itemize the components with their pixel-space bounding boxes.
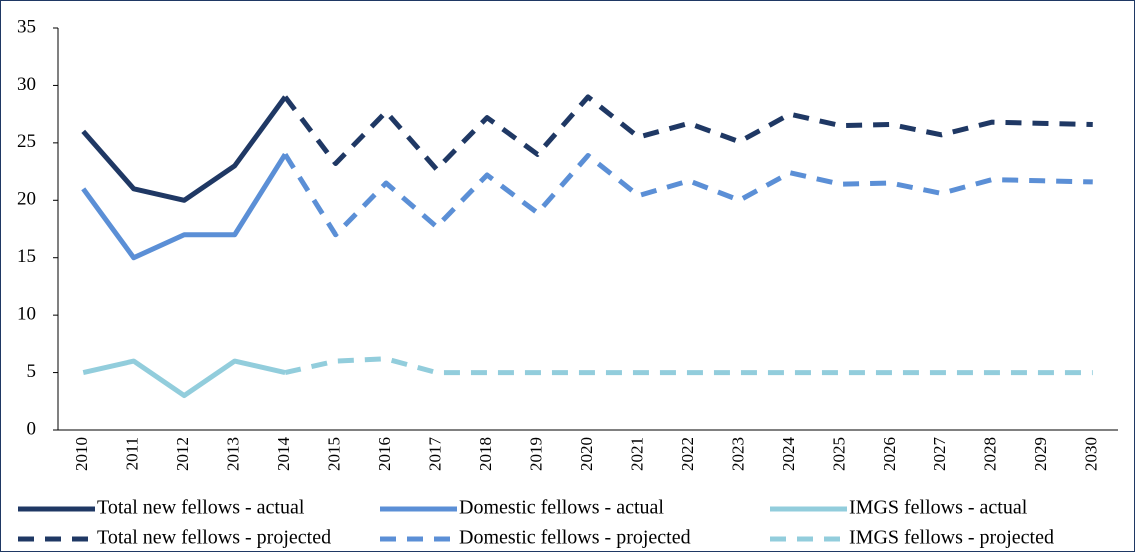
legend-label: IMGS fellows - projected — [849, 527, 1054, 549]
y-tick-label: 10 — [17, 304, 36, 325]
x-tick-label: 2010 — [72, 437, 91, 471]
x-tick-label: 2022 — [678, 437, 697, 471]
x-tick-label: 2012 — [173, 437, 192, 471]
legend-label: Total new fellows - projected — [97, 527, 331, 549]
x-tick-label: 2027 — [930, 437, 949, 472]
x-tick-label: 2013 — [224, 437, 243, 471]
line-series — [284, 356, 1093, 376]
x-tick-label: 2025 — [829, 437, 848, 471]
x-tick-label: 2030 — [1082, 437, 1101, 471]
legend-label: IMGS fellows - actual — [849, 497, 1028, 519]
x-tick-label: 2015 — [325, 437, 344, 471]
y-tick-label: 15 — [17, 246, 36, 267]
line-series — [283, 94, 1093, 172]
y-tick-label: 20 — [17, 189, 36, 210]
y-tick-label: 5 — [27, 361, 37, 382]
x-tick-label: 2014 — [274, 437, 293, 472]
x-tick-label: 2023 — [728, 437, 747, 471]
y-tick-label: 0 — [27, 418, 37, 439]
line-series — [283, 152, 1093, 238]
x-tick-label: 2016 — [375, 437, 394, 471]
y-tick-label: 35 — [17, 16, 36, 37]
x-tick-label: 2018 — [476, 437, 495, 471]
x-tick-label: 2028 — [981, 437, 1000, 471]
x-tick-label: 2019 — [526, 437, 545, 471]
x-tick-label: 2024 — [779, 437, 798, 472]
x-tick-label: 2021 — [627, 437, 646, 471]
x-tick-label: 2026 — [880, 437, 899, 471]
legend-label: Domestic fellows - actual — [459, 497, 664, 519]
x-tick-label: 2011 — [123, 437, 142, 470]
x-tick-label: 2029 — [1031, 437, 1050, 471]
line-series — [81, 153, 288, 261]
legend-label: Domestic fellows - projected — [459, 527, 691, 549]
x-tick-label: 2017 — [425, 437, 444, 472]
y-tick-label: 30 — [17, 74, 36, 95]
x-tick-label: 2020 — [577, 437, 596, 471]
y-tick-label: 25 — [17, 131, 36, 152]
line-series — [82, 358, 286, 399]
legend-label: Total new fellows - actual — [97, 497, 305, 519]
line-series — [81, 95, 288, 203]
